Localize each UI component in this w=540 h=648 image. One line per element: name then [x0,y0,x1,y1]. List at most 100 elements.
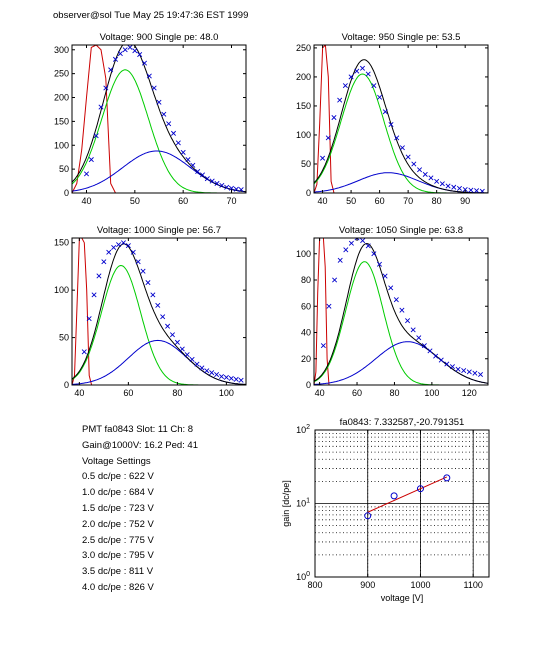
data-point [455,366,461,372]
data-point [120,240,126,246]
y-tick-label: 100 [54,285,69,295]
data-point [141,60,148,66]
data-point [233,186,239,192]
setting-line: 3.0 dc/pe : 795 V [82,550,154,562]
data-point [359,65,366,71]
data-point [445,183,451,189]
data-point [405,154,411,160]
data-point [371,83,377,89]
data-point [155,302,161,308]
data-point [88,157,94,163]
y-axis-label: gain [dc/pe] [281,480,291,527]
x-tick-label: 800 [307,580,322,590]
data-point [410,327,416,333]
pedestal-line [72,238,93,385]
x-tick-label: 100 [219,388,234,398]
data-point [175,140,181,146]
data-point [135,259,141,265]
pedestal-line [314,45,335,193]
data-point [428,175,434,181]
data-point [156,99,162,105]
y-tick-label: 50 [301,159,311,169]
x-tick-label: 40 [315,388,325,398]
data-point [376,261,383,267]
data-point [331,115,337,121]
data-point [160,314,166,320]
pmt-line: PMT fa0843 Slot: 11 Ch: 8 [82,424,194,435]
data-point [185,157,191,163]
gain-line: Gain@1000V: 16.2 Ped: 41 [82,439,198,451]
data-point [204,176,210,182]
data-point [111,244,117,251]
y-tick-label: 300 [54,45,69,55]
y-tick-label: 0 [306,188,311,198]
data-point [394,135,400,141]
data-point [179,346,185,352]
y-tick-exponent: 1 [306,498,310,505]
data-point [451,184,457,190]
plot-area-3 [72,238,246,385]
data-point [140,268,146,274]
x-tick-label: 90 [460,196,470,206]
x-tick-label: 900 [360,580,375,590]
pedestal-line [72,45,121,193]
data-point [117,51,123,57]
data-point [377,94,383,100]
y-tick-label: 0 [64,188,69,198]
x-tick-label: 50 [130,196,140,206]
setting-line: 1.5 dc/pe : 723 V [82,502,154,514]
data-point [348,74,354,80]
data-point [388,285,394,291]
plot-area-4 [314,238,488,385]
pedestal-line [314,238,331,385]
data-point [342,83,348,89]
x-tick-label: 40 [318,196,328,206]
x-tick-label: 50 [346,196,356,206]
double-pe-curve [314,341,488,385]
data-point [343,247,349,253]
data-point [108,67,114,73]
data-point [466,369,472,375]
single-pe-curve [314,261,488,385]
data-point [332,277,338,283]
pmt-info-panel: PMT fa0843 Slot: 11 Ch: 8 Gain@1000V: 16… [82,422,198,596]
data-point [96,273,102,279]
data-point [81,349,87,355]
x-tick-label: 70 [226,196,236,206]
y-tick-label: 250 [54,69,69,79]
data-point [91,292,97,298]
y-tick-label: 200 [296,72,311,82]
data-point [166,121,172,127]
y-tick-label: 150 [296,101,311,111]
x-tick-label: 60 [178,196,188,206]
data-point [411,161,417,167]
single-pe-curve [314,73,488,193]
x-tick-label: 40 [74,388,84,398]
data-point [204,368,210,374]
setting-line: 4.0 dc/pe : 826 V [82,581,154,593]
axes-box [71,237,247,386]
data-point [422,171,428,177]
x-tick-label: 80 [432,196,442,206]
y-tick-label: 100 [296,571,310,582]
y-tick-label: 0 [306,380,311,390]
data-point [325,135,331,141]
data-point [145,280,151,286]
y-tick-label: 40 [301,328,311,338]
data-point [190,162,196,168]
single-pe-curve [72,264,246,385]
y-tick-label: 150 [54,116,69,126]
x-tick-label: 1100 [464,580,483,590]
x-tick-label: 70 [403,196,413,206]
double-pe-curve [314,172,488,193]
data-point [233,376,239,382]
gain-fit-line [367,476,448,513]
data-point [433,353,439,359]
data-point [461,368,467,374]
data-point [320,155,326,161]
data-point [199,365,205,371]
data-point [393,297,399,303]
data-point [348,240,354,246]
data-point [86,316,92,322]
